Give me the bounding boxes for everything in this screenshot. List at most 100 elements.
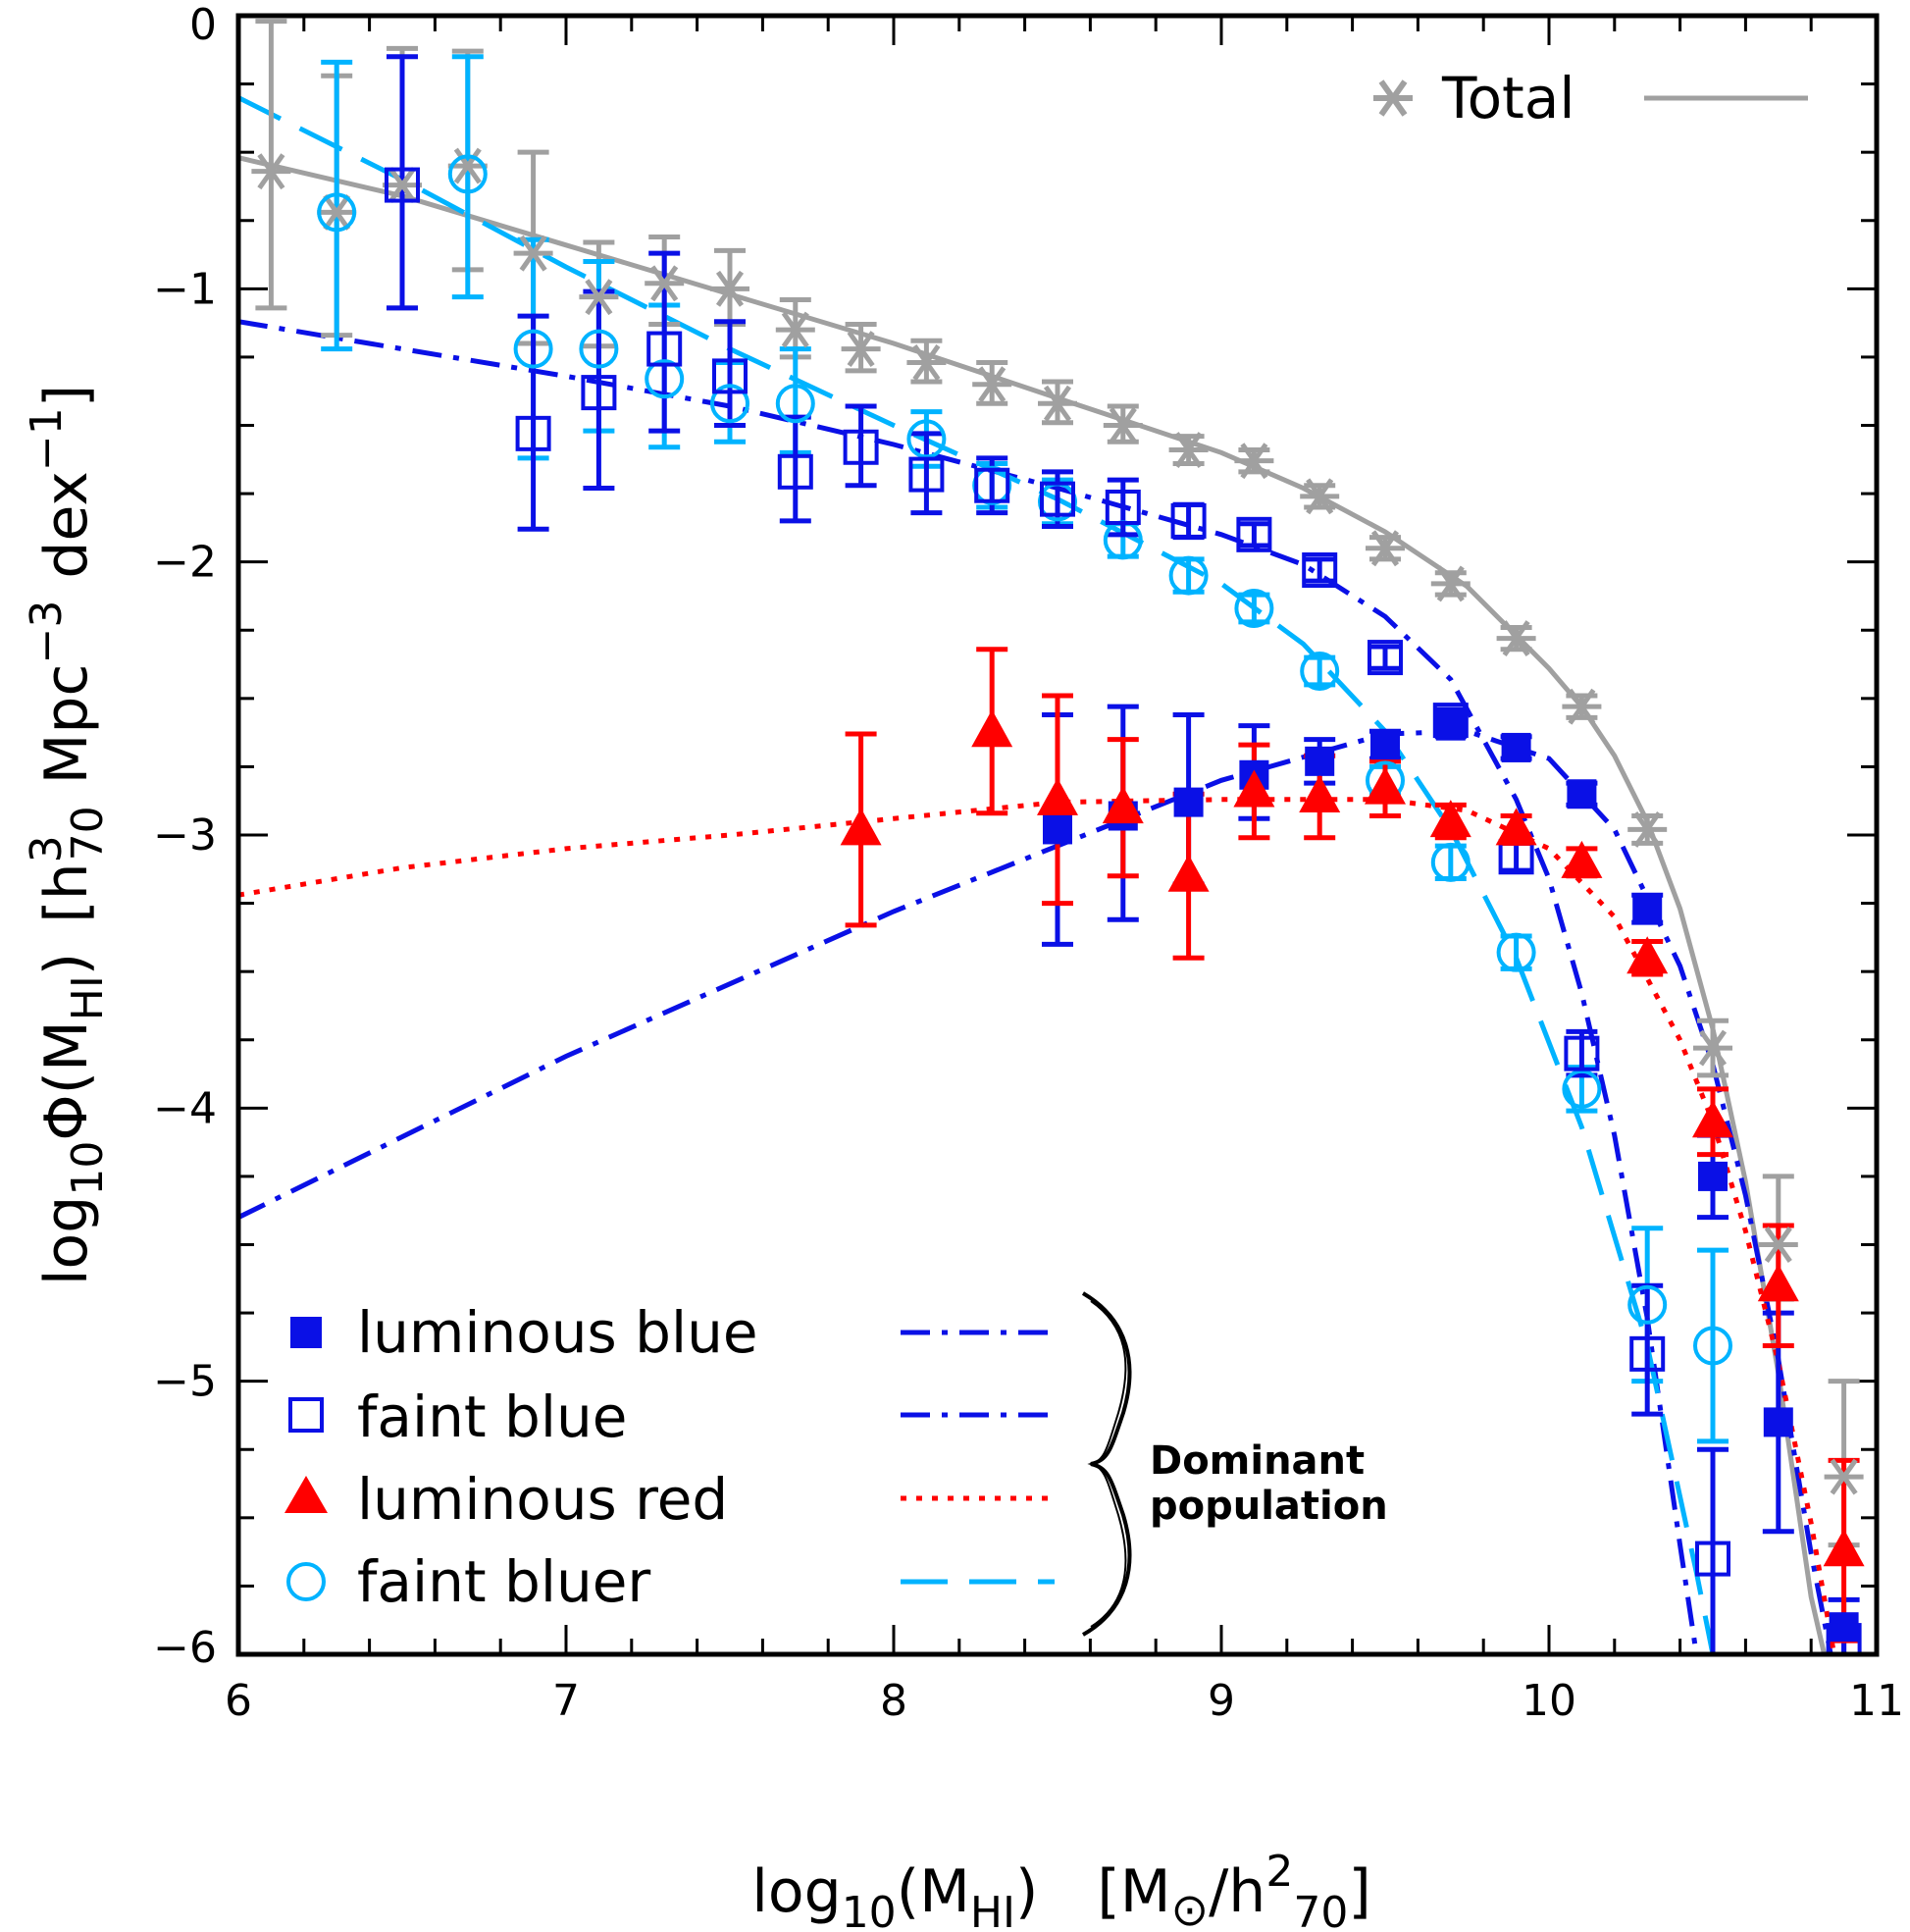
fbluer-data-point <box>1430 842 1471 882</box>
lblue-data-point <box>1435 710 1466 741</box>
lred-data-point <box>1561 840 1603 878</box>
y-tick-label: −2 <box>153 538 217 588</box>
legend-brace-inner <box>1087 1300 1127 1628</box>
fbluer-error-bar <box>1697 1247 1729 1444</box>
fbluer-error-bar <box>321 59 353 352</box>
lred-data-point <box>1167 854 1210 892</box>
x-tick-label: 11 <box>1849 1676 1904 1726</box>
legend-marker-filled-square <box>290 1317 322 1348</box>
y-tick-label: 0 <box>189 0 217 50</box>
legend-total-label: Total <box>1441 65 1574 131</box>
lblue-data-point <box>1173 787 1204 817</box>
x-tick-label: 6 <box>225 1676 252 1726</box>
fblue-error-bar <box>1697 1446 1729 1654</box>
total-data-point <box>317 193 357 231</box>
y-tick-label: −5 <box>153 1357 217 1407</box>
fblue-data-point <box>1105 490 1141 525</box>
fbluer-data-point <box>1693 1326 1732 1366</box>
total-data-point <box>1824 1458 1864 1495</box>
fbluer-data-point <box>1627 1284 1668 1325</box>
total-data-point <box>383 167 422 204</box>
lblue-data-point <box>1501 732 1531 762</box>
fbluer-data-point <box>645 359 685 399</box>
lred-data-point <box>1233 769 1275 808</box>
y-tick-label: −4 <box>153 1083 217 1133</box>
fblue-data-point <box>646 331 683 367</box>
fblue-data-point <box>1302 552 1338 589</box>
fblue-data-point <box>1040 481 1075 517</box>
fbluer-data-point <box>447 154 488 194</box>
legend-row-faint-bluer: faint bluer <box>286 1548 1055 1615</box>
total-data-point <box>447 147 488 184</box>
legend-brace-label-line2: population <box>1150 1484 1388 1529</box>
fblue-data-point <box>777 453 813 490</box>
lred-data-point <box>1626 936 1669 974</box>
total-data-point <box>1562 688 1602 725</box>
total-data-point <box>645 265 685 302</box>
x-tick-label: 10 <box>1522 1676 1576 1726</box>
lred-data-point <box>1299 775 1341 813</box>
axis-ticks <box>236 14 1879 1656</box>
total-data-point <box>1627 810 1668 848</box>
fblue-data-point <box>1236 516 1272 552</box>
lblue-data-point <box>1043 814 1072 845</box>
fbluer-data-point <box>317 192 357 233</box>
fblue-data-point <box>843 429 879 465</box>
y-tick-label: −1 <box>153 264 217 314</box>
lred-data-point <box>971 709 1013 748</box>
model-curves <box>238 95 1837 1654</box>
legend-brace-label-line1: Dominant <box>1150 1438 1365 1484</box>
fblue-error-bar <box>1369 644 1401 671</box>
lblue-data-point <box>1567 779 1597 809</box>
total-error-bar <box>255 19 287 311</box>
legend-total: Total <box>1373 65 1808 131</box>
x-tick-label: 9 <box>1208 1676 1235 1726</box>
total-data-point <box>1038 385 1077 422</box>
fbluer-error-bar <box>451 54 484 300</box>
data-markers <box>251 147 1865 1654</box>
lred-data-point <box>1429 800 1471 838</box>
y-tick-label: −3 <box>153 810 217 861</box>
fblue-error-bar <box>845 403 877 489</box>
fblue-data-point <box>1170 502 1207 539</box>
total-data-point <box>1430 565 1471 602</box>
total-data-point <box>251 153 291 190</box>
lred-data-point <box>1757 1264 1799 1302</box>
total-data-point <box>1103 407 1143 444</box>
tick-labels: 6 7 8 9 10 11 0 −1 −2 −3 −4 −5 −6 <box>153 0 1904 1726</box>
legend-populations: luminous blue faint blue luminous red fa… <box>284 1291 1388 1637</box>
fblue-error-bar <box>583 288 615 492</box>
fblue-data-point <box>974 467 1010 503</box>
total-data-point <box>1300 478 1340 515</box>
legend-label-luminous-red: luminous red <box>357 1466 728 1533</box>
x-tick-label: 7 <box>552 1676 580 1726</box>
legend-marker-open-square <box>288 1397 324 1433</box>
lred-data-point <box>1823 1529 1865 1567</box>
legend-label-faint-blue: faint blue <box>357 1384 627 1450</box>
fbluer-data-point <box>710 384 749 424</box>
legend-marker-open-circle <box>286 1562 326 1601</box>
total-data-point <box>513 235 553 272</box>
lred-data-point <box>840 808 882 846</box>
legend-marker-filled-triangle <box>284 1476 328 1513</box>
fblue-error-bar <box>517 313 549 532</box>
plot-frame <box>235 13 1880 1657</box>
fblue-data-point <box>1368 640 1403 676</box>
fblue-error-bar <box>1042 469 1073 529</box>
legend-row-luminous-red: luminous red <box>284 1466 1055 1533</box>
total-data-point <box>841 331 881 368</box>
fbluer-model-curve <box>238 95 1716 1654</box>
fblue-data-point <box>581 375 617 411</box>
fbluer-data-point <box>1234 588 1274 628</box>
fblue-error-bar <box>1238 521 1270 548</box>
fblue-error-bar <box>1304 556 1336 584</box>
fbluer-data-point <box>513 329 553 369</box>
total-data-point <box>1693 1029 1732 1067</box>
fbluer-data-point <box>1168 555 1209 596</box>
lred-data-point <box>1365 766 1406 805</box>
lblue-data-point <box>1829 1612 1859 1643</box>
y-axis-label: log10Φ(MHI)[h370Mpc−3dex−1] <box>22 385 113 1285</box>
x-tick-label: 8 <box>880 1676 907 1726</box>
legend-label-luminous-blue: luminous blue <box>357 1299 758 1366</box>
